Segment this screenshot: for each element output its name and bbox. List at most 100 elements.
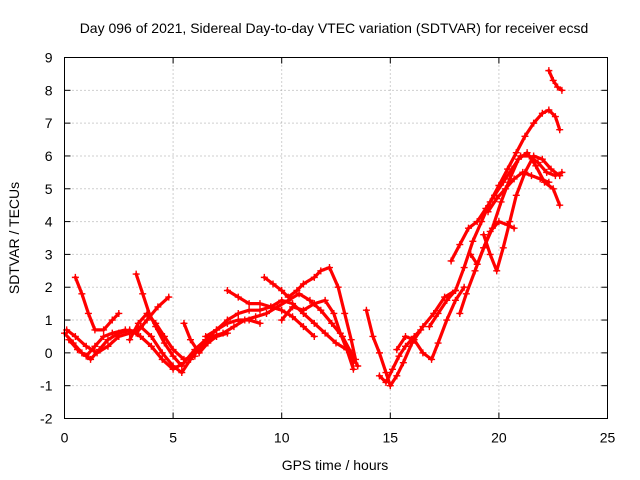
data-point-marker (299, 323, 307, 331)
data-point-marker (100, 332, 108, 340)
data-point-marker (486, 250, 494, 258)
data-point-marker (256, 306, 264, 314)
data-point-marker (545, 178, 553, 186)
data-point-marker (362, 306, 370, 314)
data-point-marker (104, 336, 112, 344)
data-point-marker (321, 329, 329, 337)
data-point-marker (100, 326, 108, 334)
data-point-marker (278, 306, 286, 314)
data-point-marker (160, 332, 168, 340)
data-point-marker (521, 132, 529, 140)
data-point-marker (532, 162, 540, 170)
data-point-marker (499, 244, 507, 252)
data-point-marker (143, 309, 151, 317)
data-point-marker (115, 309, 123, 317)
data-point-marker (469, 237, 477, 245)
data-point-marker (267, 303, 275, 311)
data-point-marker (328, 319, 336, 327)
data-point-marker (486, 227, 494, 235)
data-point-marker (178, 369, 186, 377)
y-tick-label: -2 (40, 411, 53, 427)
data-point-marker (245, 316, 253, 324)
data-point-marker (213, 326, 221, 334)
data-point-marker (382, 378, 390, 386)
data-point-marker (343, 346, 351, 354)
data-point-marker (464, 224, 472, 232)
data-point-marker (202, 332, 210, 340)
data-point-marker (425, 323, 433, 331)
y-tick-label: 9 (45, 50, 53, 66)
data-point-marker (467, 250, 475, 258)
plot-frame (64, 57, 608, 419)
data-point-marker (121, 326, 129, 334)
x-tick-label: 5 (169, 430, 177, 446)
data-point-marker (510, 224, 518, 232)
data-point-marker (395, 352, 403, 360)
data-point-marker (419, 349, 427, 357)
data-point-marker (139, 290, 147, 298)
data-point-marker (538, 155, 546, 163)
data-point-marker (158, 355, 166, 363)
data-point-marker (321, 296, 329, 304)
data-point-marker (501, 185, 509, 193)
data-point-marker (306, 296, 314, 304)
data-point-marker (386, 382, 394, 390)
data-point-marker (530, 119, 538, 127)
data-point-marker (84, 309, 92, 317)
data-point-marker (536, 175, 544, 183)
axis-ticks: 0 5 10 15 20 25 -2 -1 0 1 2 3 4 5 6 7 8 9 (40, 50, 615, 446)
data-point-marker (334, 283, 342, 291)
data-point-marker (293, 287, 301, 295)
data-point-marker (256, 319, 264, 327)
data-point-marker (341, 309, 349, 317)
data-point-marker (347, 336, 355, 344)
data-point-marker (512, 149, 520, 157)
data-point-marker (460, 283, 468, 291)
data-point-marker (310, 273, 318, 281)
y-tick-label: -1 (40, 378, 53, 394)
data-point-marker (204, 339, 212, 347)
data-point-marker (169, 346, 177, 354)
chart-title: Day 096 of 2021, Sidereal Day-to-day VTE… (80, 20, 589, 36)
data-point-marker (352, 355, 360, 363)
data-point-marker (223, 319, 231, 327)
data-point-marker (462, 290, 470, 298)
data-point-marker (289, 313, 297, 321)
data-point-marker (154, 303, 162, 311)
data-point-marker (104, 342, 112, 350)
data-point-marker (169, 362, 177, 370)
data-point-marker (514, 155, 522, 163)
data-point-marker (289, 303, 297, 311)
data-point-marker (195, 349, 203, 357)
y-tick-label: 0 (45, 345, 53, 361)
data-point-marker (65, 336, 73, 344)
data-point-marker (480, 231, 488, 239)
data-point-marker (82, 352, 90, 360)
data-point-marker (393, 346, 401, 354)
data-point-marker (428, 355, 436, 363)
data-point-marker (456, 241, 464, 249)
data-point-marker (278, 316, 286, 324)
data-point-marker (497, 198, 505, 206)
y-axis-label: SDTVAR / TECUs (6, 182, 22, 294)
data-point-marker (191, 352, 199, 360)
data-point-marker (152, 319, 160, 327)
data-point-marker (178, 362, 186, 370)
data-point-marker (556, 126, 564, 134)
data-point-marker (245, 306, 253, 314)
x-tick-label: 25 (600, 430, 616, 446)
data-point-marker (108, 316, 116, 324)
data-point-marker (230, 323, 238, 331)
data-point-marker (223, 287, 231, 295)
y-tick-label: 4 (45, 214, 53, 230)
data-point-marker (547, 165, 555, 173)
data-point-marker (71, 332, 79, 340)
data-point-marker (443, 296, 451, 304)
data-point-marker (87, 355, 95, 363)
data-point-marker (375, 372, 383, 380)
y-tick-label: 5 (45, 181, 53, 197)
x-tick-label: 10 (274, 430, 290, 446)
data-point-marker (538, 109, 546, 117)
data-point-marker (91, 342, 99, 350)
data-point-marker (260, 273, 268, 281)
